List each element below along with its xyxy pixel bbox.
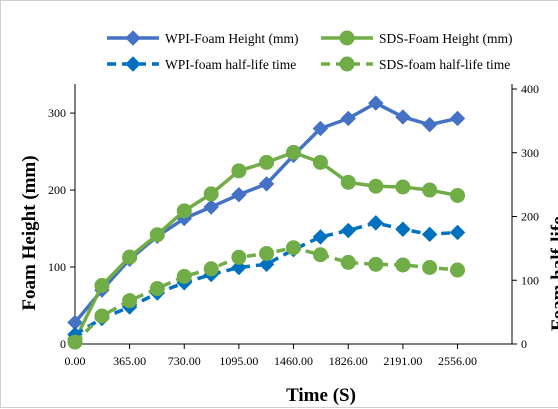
data-point bbox=[450, 262, 466, 278]
y2-tick-label: 200 bbox=[521, 210, 539, 224]
legend-label: WPI-Foam Height (mm) bbox=[165, 31, 298, 46]
legend-swatch-marker bbox=[339, 56, 355, 72]
data-point bbox=[67, 334, 83, 350]
data-point bbox=[450, 187, 466, 203]
data-point bbox=[340, 174, 356, 190]
data-point bbox=[422, 260, 438, 275]
data-point bbox=[395, 179, 411, 195]
data-point bbox=[312, 154, 328, 170]
data-point bbox=[231, 163, 247, 179]
data-point bbox=[395, 109, 411, 125]
data-point bbox=[203, 199, 219, 215]
data-point bbox=[340, 222, 356, 239]
data-point bbox=[203, 186, 219, 202]
data-point bbox=[395, 257, 411, 273]
legend-swatch-marker bbox=[125, 56, 141, 72]
y-tick-label: 200 bbox=[48, 183, 66, 197]
data-point bbox=[231, 259, 247, 276]
data-point bbox=[259, 154, 275, 170]
data-point bbox=[449, 110, 466, 127]
data-point bbox=[176, 268, 192, 284]
data-point bbox=[312, 247, 328, 263]
y2-tick-label: 100 bbox=[521, 273, 539, 287]
data-point bbox=[421, 116, 438, 133]
series-4 bbox=[67, 240, 466, 350]
x-tick-label: 365.00 bbox=[113, 354, 146, 368]
data-point bbox=[312, 229, 329, 245]
x-axis-label: Time (S) bbox=[286, 385, 356, 406]
data-point bbox=[340, 110, 356, 127]
legend-swatch-marker bbox=[339, 30, 355, 46]
data-point bbox=[286, 144, 301, 160]
legend-label: SDS-foam half-life time bbox=[379, 57, 510, 72]
series-line bbox=[74, 221, 458, 336]
data-point bbox=[368, 256, 384, 272]
legend-item-4: SDS-foam half-life time bbox=[321, 56, 510, 72]
x-tick-label: 1095.00 bbox=[219, 354, 258, 368]
series-line bbox=[73, 101, 458, 324]
data-point bbox=[368, 178, 384, 194]
data-point bbox=[368, 95, 384, 111]
legend-swatch-marker bbox=[125, 30, 141, 46]
x-tick-label: 2191.00 bbox=[383, 354, 422, 368]
data-point bbox=[149, 227, 165, 243]
y-tick-label: 100 bbox=[48, 260, 66, 274]
y-tick-label: 300 bbox=[48, 106, 66, 120]
y-tick-label: 0 bbox=[60, 337, 66, 351]
legend-label: SDS-Foam Height (mm) bbox=[379, 31, 513, 46]
data-point bbox=[258, 256, 275, 273]
legend-item-1: WPI-Foam Height (mm) bbox=[107, 30, 298, 46]
plot-area bbox=[67, 95, 466, 350]
data-point bbox=[286, 240, 301, 256]
data-point bbox=[122, 293, 138, 309]
y-axis-label: Foam Height (mm) bbox=[19, 155, 40, 310]
data-point bbox=[94, 308, 110, 324]
data-point bbox=[422, 182, 438, 198]
data-point bbox=[395, 221, 411, 237]
data-point bbox=[312, 120, 329, 137]
data-point bbox=[368, 215, 384, 231]
series-2 bbox=[67, 144, 466, 348]
legend-item-3: WPI-foam half-life time bbox=[107, 56, 296, 72]
data-point bbox=[340, 254, 356, 270]
axes: 0.00 365.00 730.00 1095.00 1460.00 1826.00 219… bbox=[48, 82, 539, 368]
x-tick-label: 2556.00 bbox=[438, 354, 477, 368]
series-3 bbox=[67, 215, 466, 343]
data-point bbox=[421, 226, 438, 243]
x-tick-label: 730.00 bbox=[168, 354, 201, 368]
data-point bbox=[231, 186, 247, 203]
y2-axis-label: Foam half-life bbox=[548, 216, 558, 331]
y2-tick-label: 400 bbox=[521, 82, 539, 96]
legend-item-2: SDS-Foam Height (mm) bbox=[321, 30, 513, 46]
data-point bbox=[258, 176, 275, 192]
data-point bbox=[203, 261, 219, 277]
x-tick-label: 0.00 bbox=[65, 354, 86, 368]
data-point bbox=[231, 249, 247, 265]
data-point bbox=[94, 278, 110, 294]
y2-tick-label: 0 bbox=[521, 337, 527, 351]
legend: WPI-Foam Height (mm) SDS-Foam Height (mm)… bbox=[107, 30, 513, 72]
y2-tick-label: 300 bbox=[521, 146, 539, 160]
data-point bbox=[122, 249, 138, 265]
data-point bbox=[259, 245, 275, 261]
data-point bbox=[449, 224, 466, 241]
x-tick-label: 1826.00 bbox=[329, 354, 368, 368]
legend-label: WPI-foam half-life time bbox=[165, 57, 296, 72]
data-point bbox=[176, 203, 192, 219]
data-point bbox=[149, 281, 165, 297]
x-tick-label: 1460.00 bbox=[274, 354, 313, 368]
